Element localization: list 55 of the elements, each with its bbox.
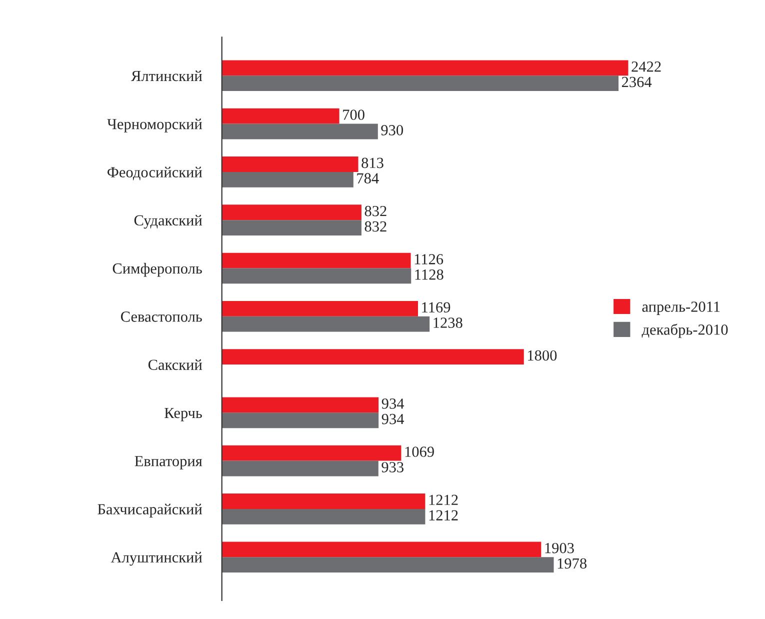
bar: [222, 542, 542, 558]
y-tick-label: Ялтинский: [131, 70, 202, 82]
data-label: 934: [382, 414, 404, 424]
y-tick-label: Алуштинский: [110, 552, 202, 566]
bar: [222, 220, 362, 236]
data-label: 933: [382, 462, 404, 472]
y-tick-label: Феодосийский: [107, 166, 202, 180]
data-label: 1069: [405, 446, 434, 457]
data-label: 1169: [422, 302, 450, 312]
bar: [222, 252, 411, 268]
bar: [222, 460, 378, 476]
bar: [222, 557, 554, 573]
data-label: 1800: [528, 350, 557, 361]
bar: [222, 494, 426, 509]
data-label: 832: [364, 221, 386, 232]
bar: [222, 508, 426, 524]
bar: [222, 204, 362, 220]
bar: [222, 76, 619, 92]
bar: [222, 397, 379, 413]
data-label: 700: [343, 110, 364, 120]
bar: [222, 349, 524, 365]
y-tick-label: Судакский: [134, 214, 202, 229]
data-label: 784: [357, 173, 379, 184]
bar: [222, 156, 358, 172]
bar: [222, 300, 418, 316]
data-label: 1126: [414, 254, 444, 264]
data-label: 1212: [429, 494, 458, 505]
bar: [222, 268, 412, 284]
y-tick-label: Керчь: [164, 408, 202, 422]
y-tick-label: Бахчисарайский: [98, 504, 202, 518]
data-label: 832: [364, 206, 386, 216]
y-tick-label: Черноморский: [107, 118, 202, 132]
bar: [222, 412, 379, 428]
legend-label: декабрь-2010: [642, 324, 728, 338]
y-tick-label: Сакский: [148, 359, 202, 370]
y-tick-label: Симферополь: [112, 262, 202, 277]
data-label: 2364: [622, 76, 652, 88]
bar: [222, 60, 628, 76]
legend-label: апрель-2011: [642, 302, 720, 315]
data-label: 1238: [434, 318, 462, 328]
data-label: 1212: [429, 510, 458, 520]
bar: [222, 108, 340, 124]
bar: [222, 172, 354, 188]
data-label: 1128: [415, 269, 444, 280]
y-tick-label: Евпатория: [134, 456, 202, 470]
data-label: 813: [362, 158, 384, 168]
data-label: 1903: [545, 542, 574, 554]
data-label: 2422: [632, 62, 661, 72]
data-label: 1978: [558, 558, 587, 569]
y-tick-label: Севастополь: [121, 312, 202, 322]
bar: [222, 124, 378, 140]
bar: [222, 316, 430, 332]
data-label: 930: [381, 125, 404, 136]
data-label: 934: [382, 398, 404, 409]
bar: [222, 445, 402, 461]
